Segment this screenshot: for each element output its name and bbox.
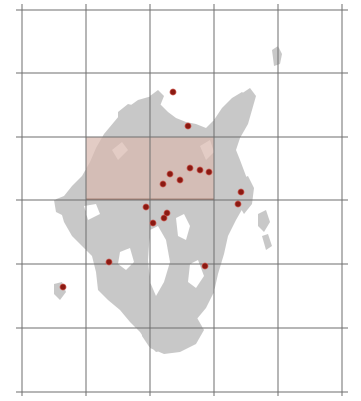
occurrence-marker-13 bbox=[201, 262, 209, 270]
water-channel-4 bbox=[188, 260, 204, 288]
grid-lines bbox=[16, 4, 348, 396]
occurrence-points bbox=[59, 88, 245, 291]
occurrence-marker-9 bbox=[163, 209, 171, 217]
occurrence-marker-15 bbox=[59, 283, 67, 291]
land-mass-north-ridge bbox=[228, 88, 256, 126]
land-mass-north-spur bbox=[150, 90, 164, 106]
water-channel-1 bbox=[148, 226, 170, 296]
occurrence-marker-6 bbox=[205, 168, 213, 176]
occurrence-marker-4 bbox=[186, 164, 194, 172]
occurrence-marker-2 bbox=[184, 122, 192, 130]
occurrence-marker-11 bbox=[237, 188, 245, 196]
land-mass-ne-islet bbox=[272, 46, 282, 66]
occurrence-marker-14 bbox=[105, 258, 113, 266]
water-channel-2 bbox=[176, 214, 190, 240]
land-mass-south bbox=[140, 296, 204, 354]
occurrence-marker-16 bbox=[149, 219, 157, 227]
land-mass-west-lobe bbox=[54, 196, 70, 216]
occurrence-marker-8 bbox=[142, 203, 150, 211]
occurrence-marker-1 bbox=[169, 88, 177, 96]
land-mass-east-coast bbox=[238, 176, 254, 214]
water-channel-7 bbox=[84, 204, 100, 220]
occurrence-marker-5 bbox=[196, 166, 204, 174]
land-mass-east-island-1 bbox=[258, 210, 270, 232]
occurrence-marker-3 bbox=[166, 170, 174, 178]
occurrence-marker-17 bbox=[176, 176, 184, 184]
land-mass-east-island-2 bbox=[262, 234, 272, 250]
occurrence-marker-12 bbox=[234, 200, 242, 208]
occurrence-marker-10 bbox=[160, 214, 168, 222]
land-mass-nw-strip bbox=[118, 104, 136, 124]
occurrence-marker-7 bbox=[159, 180, 167, 188]
